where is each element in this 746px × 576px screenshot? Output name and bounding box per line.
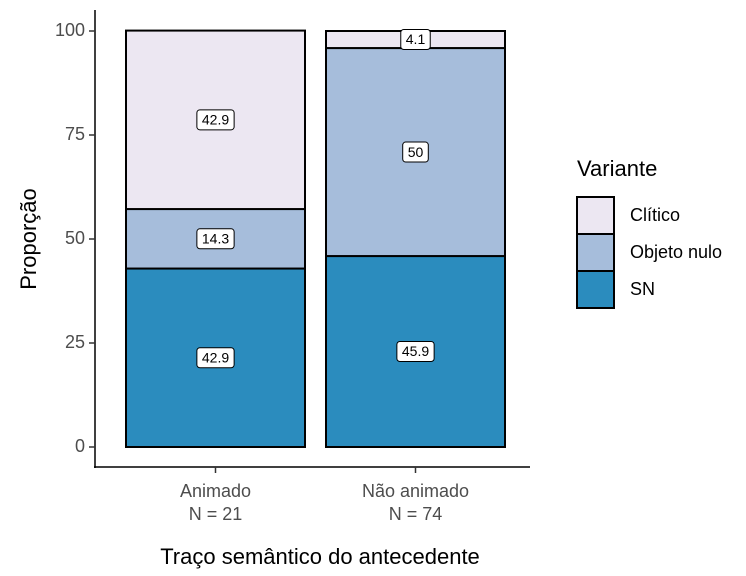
x-tick-label: Animado N = 21 (180, 481, 251, 524)
legend-swatch (576, 270, 615, 309)
y-tick-label: 75 (65, 124, 85, 144)
data-label-text: 42.9 (202, 112, 229, 128)
data-label-text: 42.9 (202, 349, 229, 365)
data-label: 50 (402, 141, 429, 163)
data-label-box (396, 341, 435, 363)
y-axis-label: Proporção (16, 188, 41, 290)
data-label-box (196, 109, 235, 131)
x-axis-label: Traço semântico do antecedente (160, 544, 480, 569)
legend-label: Clítico (630, 205, 680, 225)
data-label: 14.3 (196, 228, 235, 250)
legend-label: Objeto nulo (630, 242, 722, 262)
data-label: 42.9 (196, 347, 235, 369)
data-label: 45.9 (396, 341, 435, 363)
data-label-box (196, 347, 235, 369)
legend-title: Variante (577, 156, 657, 181)
y-tick-label: 25 (65, 332, 85, 352)
data-label-text: 4.1 (406, 31, 426, 47)
legend-swatch (576, 196, 615, 235)
data-label: 42.9 (196, 109, 235, 131)
data-label-box (402, 141, 429, 163)
data-label-text: 14.3 (202, 230, 229, 246)
y-tick-label: 100 (55, 20, 85, 40)
y-tick-label: 50 (65, 228, 85, 248)
data-label-text: 50 (408, 144, 424, 160)
legend-swatch (576, 233, 615, 272)
y-tick-label: 0 (75, 436, 85, 456)
data-label-text: 45.9 (402, 343, 429, 359)
legend-label: SN (630, 279, 655, 299)
x-tick-label: Não animado N = 74 (362, 481, 469, 524)
data-label-box (400, 29, 431, 51)
data-label: 4.1 (400, 29, 431, 51)
data-label-box (196, 228, 235, 250)
